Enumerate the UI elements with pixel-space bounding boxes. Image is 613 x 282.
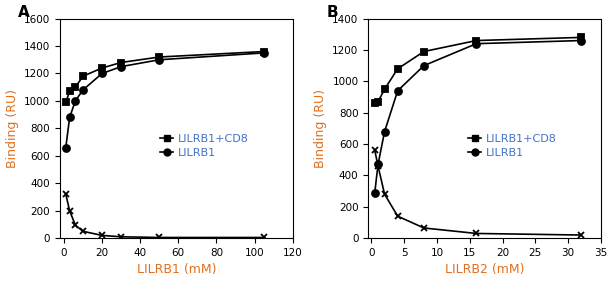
Legend: LILRB1+CD8, LILRB1: LILRB1+CD8, LILRB1 [463,129,561,162]
X-axis label: LILRB2 (mM): LILRB2 (mM) [445,263,524,276]
Text: A: A [18,5,30,20]
Y-axis label: Binding (RU): Binding (RU) [6,89,18,168]
X-axis label: LILRB1 (mM): LILRB1 (mM) [137,263,216,276]
Legend: LILRB1+CD8, LILRB1: LILRB1+CD8, LILRB1 [156,129,253,162]
Text: B: B [326,5,338,20]
Y-axis label: Binding (RU): Binding (RU) [314,89,327,168]
